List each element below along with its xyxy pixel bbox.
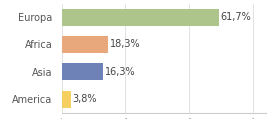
- Bar: [62, 9, 219, 26]
- Text: 18,3%: 18,3%: [110, 39, 140, 49]
- Text: 16,3%: 16,3%: [104, 67, 135, 77]
- Bar: [62, 36, 108, 53]
- Bar: [62, 91, 71, 108]
- Bar: [62, 63, 103, 80]
- Text: 3,8%: 3,8%: [73, 94, 97, 104]
- Text: 61,7%: 61,7%: [221, 12, 251, 22]
